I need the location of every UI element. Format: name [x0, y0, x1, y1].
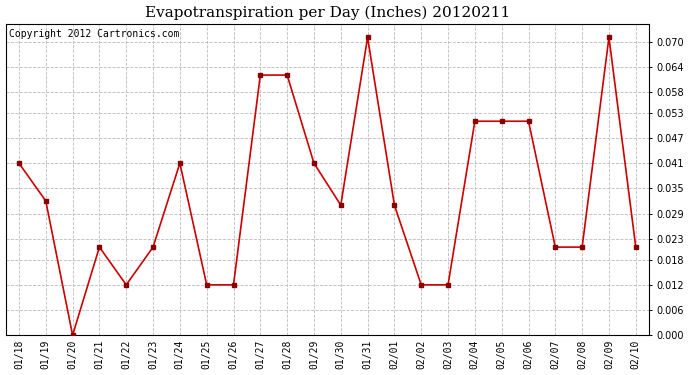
Title: Evapotranspiration per Day (Inches) 20120211: Evapotranspiration per Day (Inches) 2012…	[145, 6, 510, 20]
Text: Copyright 2012 Cartronics.com: Copyright 2012 Cartronics.com	[9, 28, 179, 39]
